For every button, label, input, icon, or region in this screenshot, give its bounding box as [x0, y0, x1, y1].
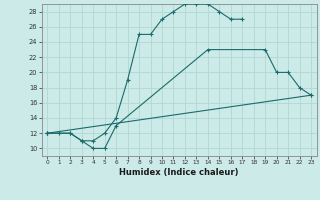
- X-axis label: Humidex (Indice chaleur): Humidex (Indice chaleur): [119, 168, 239, 177]
